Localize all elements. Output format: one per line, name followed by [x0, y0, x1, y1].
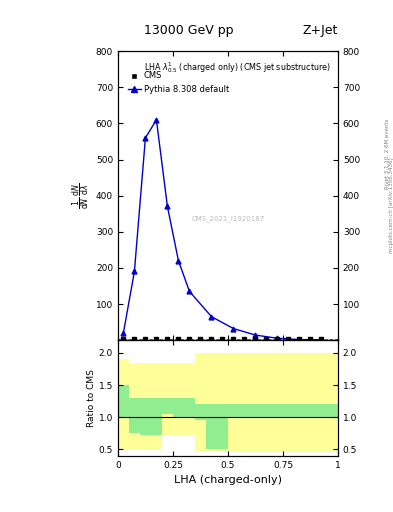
X-axis label: LHA (charged-only): LHA (charged-only) — [174, 475, 282, 485]
Text: LHA $\lambda^{1}_{0.5}$ (charged only) (CMS jet substructure): LHA $\lambda^{1}_{0.5}$ (charged only) (… — [144, 60, 331, 75]
Text: Z+Jet: Z+Jet — [303, 25, 338, 37]
Text: mcplots.cern.ch [arXiv:1306.3436]: mcplots.cern.ch [arXiv:1306.3436] — [389, 157, 393, 252]
Legend: CMS, Pythia 8.308 default: CMS, Pythia 8.308 default — [127, 70, 231, 95]
Y-axis label: Ratio to CMS: Ratio to CMS — [87, 369, 96, 427]
Y-axis label: $\frac{1}{\mathrm{d}N}\,\frac{\mathrm{d}N}{\mathrm{d}\lambda}$: $\frac{1}{\mathrm{d}N}\,\frac{\mathrm{d}… — [70, 182, 92, 209]
Text: CMS_2021_I1920187: CMS_2021_I1920187 — [191, 216, 264, 222]
Text: Rivet 3.1.10, 2.6M events: Rivet 3.1.10, 2.6M events — [385, 118, 389, 189]
Text: 13000 GeV pp: 13000 GeV pp — [144, 25, 233, 37]
